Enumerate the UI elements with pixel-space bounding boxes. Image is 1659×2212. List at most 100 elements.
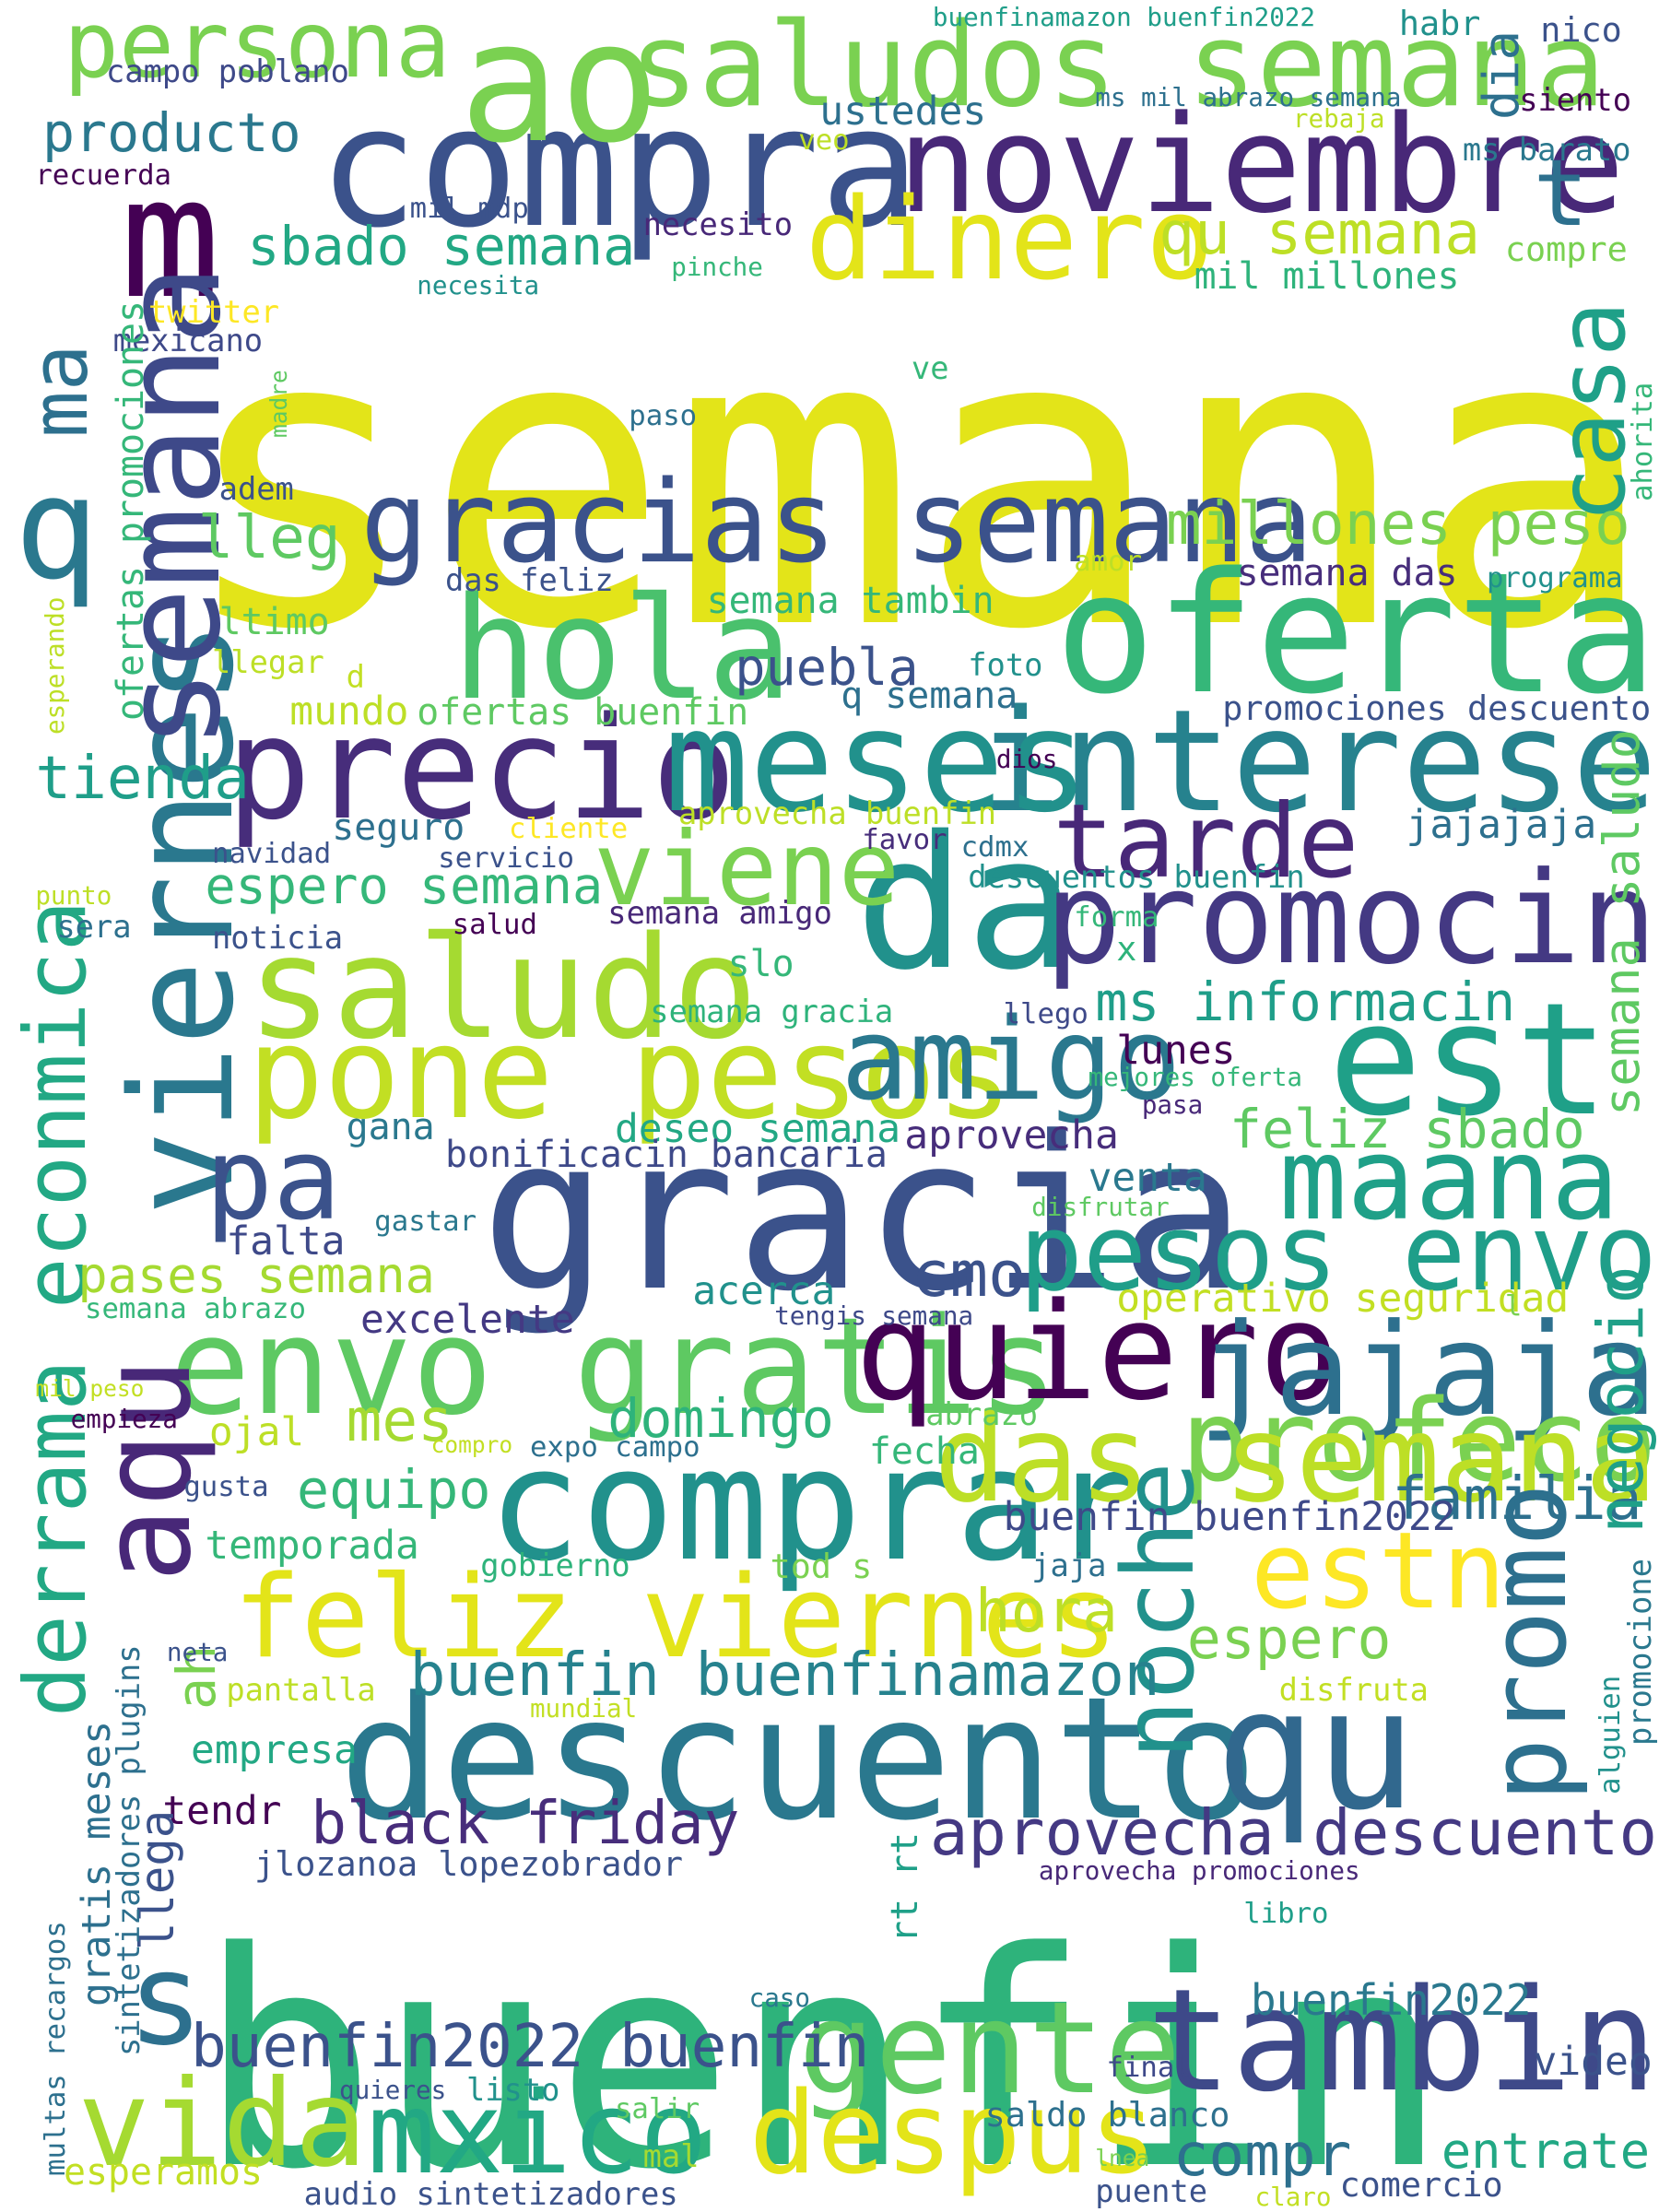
word-libro: libro xyxy=(1243,1898,1329,1931)
word-semana-saludo: semana saludo xyxy=(1592,729,1651,1117)
word-slo: slo xyxy=(727,943,794,986)
word-ma: ma xyxy=(14,344,105,439)
word-gusta: gusta xyxy=(183,1471,269,1504)
word-negocio: negocio xyxy=(1583,1265,1658,1534)
word-foto: foto xyxy=(968,647,1043,684)
word-meses: meses xyxy=(664,680,1090,845)
word-cmo: cmo xyxy=(911,1238,1027,1312)
word-semana-tambin: semana tambin xyxy=(706,580,994,623)
word-lleg: lleg xyxy=(197,502,341,572)
word-despus: despus xyxy=(748,2066,1158,2199)
word-compro: compro xyxy=(430,1431,513,1459)
word-forma: forma xyxy=(1074,901,1159,935)
word-salir: salir xyxy=(614,2092,700,2125)
word-madre: madre xyxy=(265,370,293,439)
word-llego: llego xyxy=(1003,997,1088,1030)
word-tarde: tarde xyxy=(1053,782,1359,901)
word-ms-barato: ms barato xyxy=(1462,131,1631,168)
word-multas-recargos: multas recargos xyxy=(39,1921,72,2177)
word-aprovecha: aprovecha xyxy=(904,1112,1119,1159)
word-claro: claro xyxy=(1254,2182,1332,2212)
word-gastar: gastar xyxy=(374,1205,477,1238)
word-jajajaja: jajajaja xyxy=(1406,801,1597,848)
word-abrazo: abrazo xyxy=(925,1395,1039,1432)
word-mal: mal xyxy=(642,2137,700,2174)
word-dios: dios xyxy=(995,743,1058,774)
word-pases-semana: pases semana xyxy=(77,1245,435,1304)
word-espero-semana: espero semana xyxy=(205,857,604,917)
word-saludos-semana: saludos semana xyxy=(629,0,1606,133)
word-gana: gana xyxy=(346,1105,435,1148)
word-pone-pesos: pone pesos xyxy=(247,999,1013,1148)
word-pinche: pinche xyxy=(671,251,763,282)
word-maana: maana xyxy=(1278,1112,1619,1245)
word-hora: hora xyxy=(974,1577,1118,1647)
word-pasa: pasa xyxy=(1141,1089,1204,1121)
word-das-feliz: das feliz xyxy=(444,562,614,599)
word-interese: interese xyxy=(976,680,1657,845)
word-qu: qu xyxy=(1215,1653,1417,1848)
word-m: m xyxy=(120,140,221,335)
word-final: final xyxy=(1106,2052,1192,2085)
word-buenfin2022: buenfin2022 xyxy=(1250,1974,1532,2025)
word-neta: neta xyxy=(166,1636,229,1667)
word-compra: compra xyxy=(317,69,921,265)
word-disfruta: disfruta xyxy=(1278,1671,1429,1708)
word-falta: falta xyxy=(226,1218,346,1265)
word-venta: venta xyxy=(1088,1155,1207,1202)
word-descuento: descuento xyxy=(338,1660,1258,1858)
word-buenfin-buenfinamazon: buenfin buenfinamazon xyxy=(409,1641,1160,1711)
word-jaja: jaja xyxy=(1031,1547,1107,1583)
word-promociones-descuento: promociones descuento xyxy=(1222,688,1652,729)
word-qu-semana: qu semana xyxy=(1159,199,1481,269)
word-tendr: tendr xyxy=(162,1788,282,1835)
word-mxico: mxico xyxy=(367,2066,708,2199)
word-estn: estn xyxy=(1250,1510,1506,1634)
word-favor: favor xyxy=(862,823,947,856)
word-dia: dia xyxy=(1472,30,1531,121)
word-operativo-seguridad: operativo seguridad xyxy=(1116,1275,1570,1322)
word-audio-sintetizadores: audio sintetizadores xyxy=(303,2176,678,2212)
word-mundial: mundial xyxy=(529,1692,638,1724)
word-compre: compre xyxy=(1504,229,1628,269)
word-da: da xyxy=(854,796,1077,1011)
word-est: est xyxy=(1328,968,1609,1150)
word-lnea: lnea xyxy=(1095,2145,1150,2172)
word-dinero: dinero xyxy=(805,173,1214,306)
word-pa: pa xyxy=(205,1112,341,1245)
word-listo: listo xyxy=(465,2071,560,2108)
word-bonificacin-bancaria: bonificacin bancaria xyxy=(444,1134,888,1177)
word-viene: viene xyxy=(593,811,900,930)
word-compr: compr xyxy=(1172,2121,1352,2191)
word-sera: sera xyxy=(56,908,132,945)
word-siento: siento xyxy=(1519,81,1632,118)
word-promocione: promocione xyxy=(1622,1558,1659,1746)
word-disfrutar: disfrutar xyxy=(1031,1191,1170,1222)
word-buenfin-buenfin2022: buenfin buenfin2022 xyxy=(1003,1494,1456,1541)
word-tod-s: tod s xyxy=(770,1546,873,1586)
word-twitter: twitter xyxy=(147,293,280,330)
word-jlozanoa-lopezobrador: jlozanoa lopezobrador xyxy=(253,1844,683,1885)
word-persona: persona xyxy=(63,0,451,99)
word-noviembre: noviembre xyxy=(897,88,1625,244)
word-pesos-envo: pesos envo xyxy=(1018,1192,1658,1316)
word-t: t xyxy=(1533,139,1589,247)
word-servicio: servicio xyxy=(438,841,574,875)
word-nico: nico xyxy=(1540,10,1622,51)
word-semana-gracia: semana gracia xyxy=(650,993,894,1030)
word-oferta: oferta xyxy=(1054,535,1658,731)
word-precio: precio xyxy=(226,687,737,852)
word-adem: adem xyxy=(218,470,294,507)
word-tienda: tienda xyxy=(35,743,250,813)
word-puente: puente xyxy=(1095,2173,1208,2210)
word-gente: gente xyxy=(798,1974,1182,2124)
word-gratis-meses: gratis meses xyxy=(74,1721,121,2007)
word-ustedes: ustedes xyxy=(819,88,987,135)
word-veo: veo xyxy=(798,124,850,157)
word-amor: amor xyxy=(1074,545,1143,578)
word-jajaja: jajaja xyxy=(1197,1296,1657,1445)
word-promocin: promocin xyxy=(1044,843,1657,993)
word-entrate: entrate xyxy=(1441,2122,1651,2181)
word-amigo: amigo xyxy=(841,993,1182,1125)
word-ao: ao xyxy=(459,0,661,180)
